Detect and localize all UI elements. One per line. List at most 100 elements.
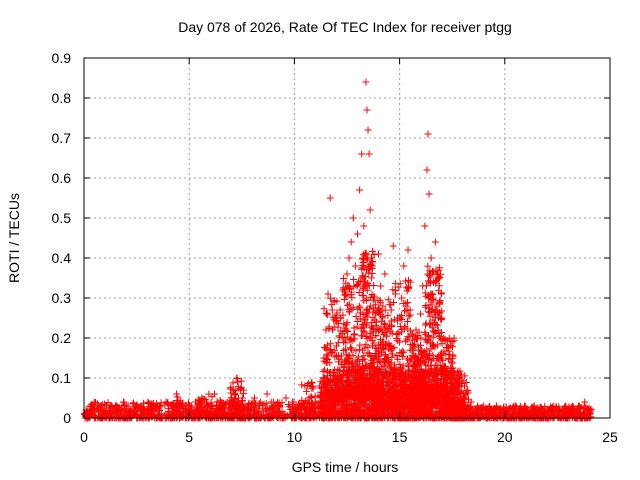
data-point: [255, 413, 263, 421]
data-point: [345, 300, 353, 308]
data-point: [358, 255, 366, 263]
data-point: [285, 400, 293, 408]
data-point: [231, 395, 239, 403]
data-point: [194, 403, 202, 411]
data-point: [98, 410, 106, 418]
data-point: [202, 396, 210, 404]
data-point: [347, 238, 355, 246]
data-point: [581, 398, 589, 406]
data-point: [300, 404, 308, 412]
data-point: [229, 379, 237, 387]
data-point: [126, 413, 134, 421]
data-point: [234, 378, 242, 386]
data-point: [350, 324, 358, 332]
data-point: [309, 408, 317, 416]
data-point: [425, 190, 433, 198]
data-point: [345, 254, 353, 262]
data-point: [210, 409, 218, 417]
data-point: [326, 194, 334, 202]
data-point: [366, 206, 374, 214]
data-point: [298, 396, 306, 404]
data-point: [88, 400, 96, 408]
data-point: [424, 130, 432, 138]
data-point: [213, 398, 221, 406]
data-point: [431, 238, 439, 246]
data-point: [202, 407, 210, 415]
data-point: [199, 395, 207, 403]
data-point: [367, 274, 375, 282]
data-point: [358, 150, 366, 158]
data-point: [304, 398, 312, 406]
data-point: [425, 271, 433, 279]
data-point: [282, 394, 290, 402]
data-point: [355, 302, 363, 310]
data-point: [448, 359, 456, 367]
data-point: [421, 222, 429, 230]
data-point: [267, 404, 275, 412]
data-point: [169, 400, 177, 408]
data-point: [362, 332, 370, 340]
data-point: [252, 403, 260, 411]
data-point: [107, 412, 115, 420]
data-point: [227, 402, 235, 410]
data-point: [234, 413, 242, 421]
data-point: [121, 408, 129, 416]
data-point: [348, 294, 356, 302]
data-point: [422, 321, 430, 329]
data-point: [422, 319, 430, 327]
data-point: [92, 398, 100, 406]
data-point: [232, 401, 240, 409]
data-point: [365, 150, 373, 158]
data-point: [351, 262, 359, 270]
data-point: [216, 396, 224, 404]
data-point: [375, 250, 383, 258]
data-point: [381, 270, 389, 278]
data-point: [301, 404, 309, 412]
data-point: [377, 282, 385, 290]
data-point: [149, 413, 157, 421]
data-point: [85, 413, 93, 421]
data-point: [235, 394, 243, 402]
data-point: [153, 413, 161, 421]
data-point: [236, 385, 244, 393]
data-point: [426, 320, 434, 328]
data-point: [404, 246, 412, 254]
data-point: [404, 298, 412, 306]
data-point: [170, 408, 178, 416]
data-point: [462, 379, 470, 387]
data-point: [353, 281, 361, 289]
data-point: [226, 409, 234, 417]
data-point: [208, 401, 216, 409]
data-point: [278, 411, 286, 419]
data-point: [309, 413, 317, 421]
data-point: [229, 408, 237, 416]
data-point: [360, 222, 368, 230]
data-point: [215, 403, 223, 411]
data-point: [266, 405, 274, 413]
data-point: [307, 379, 315, 387]
data-point: [263, 390, 271, 398]
data-point: [227, 396, 235, 404]
data-point: [307, 393, 315, 401]
data-point: [233, 374, 241, 382]
grid-lines: [84, 58, 610, 418]
data-point: [195, 413, 203, 421]
data-point: [303, 387, 311, 395]
data-point: [432, 302, 440, 310]
data-point: [430, 328, 438, 336]
data-point: [328, 306, 336, 314]
data-point: [157, 399, 165, 407]
data-point: [227, 385, 235, 393]
data-point: [423, 166, 431, 174]
data-point: [129, 400, 137, 408]
data-point: [237, 377, 245, 385]
data-point: [349, 214, 357, 222]
data-point: [176, 399, 184, 407]
data-point: [400, 262, 408, 270]
data-point: [343, 270, 351, 278]
data-point: [363, 106, 371, 114]
data-point: [252, 409, 260, 417]
data-point: [250, 394, 258, 402]
data-point: [369, 247, 377, 255]
